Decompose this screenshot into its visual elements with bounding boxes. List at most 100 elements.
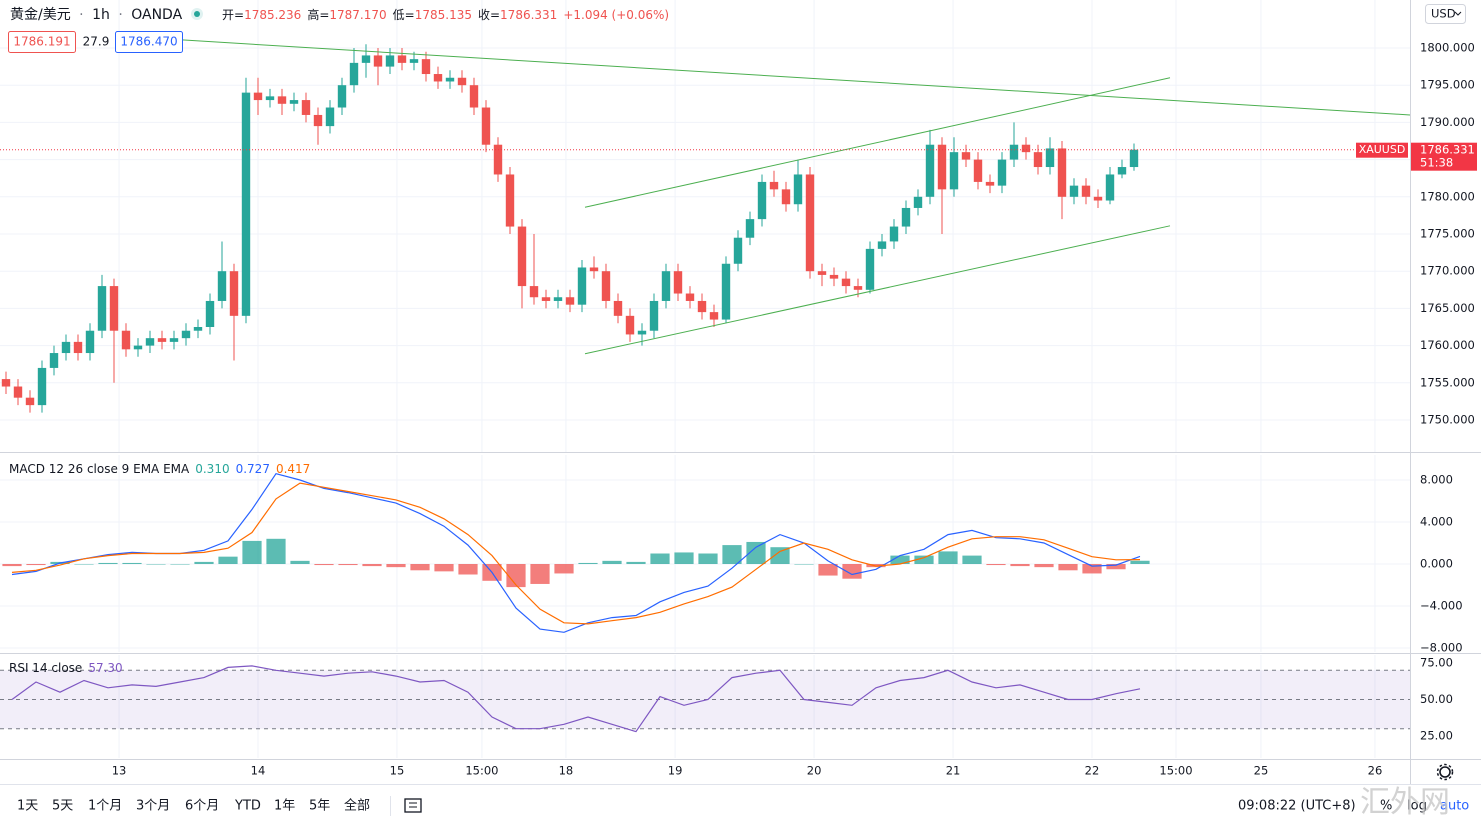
countdown: 51:38 <box>1420 156 1453 170</box>
histogram-bar <box>434 564 454 572</box>
legend-value: 0.727 <box>236 462 270 476</box>
y-tick-label: 25.00 <box>1420 728 1453 742</box>
interval[interactable]: 1h <box>92 7 110 23</box>
x-tick-label: 18 <box>559 764 574 778</box>
candle-body <box>637 330 647 335</box>
clock: 09:08:22 (UTC+8) <box>1238 799 1356 814</box>
histogram-bar <box>2 564 22 567</box>
percent-toggle[interactable]: % <box>1380 799 1392 814</box>
icon <box>404 798 422 813</box>
histogram-bar <box>242 540 262 565</box>
range-button[interactable]: 5年 <box>309 799 330 814</box>
histogram-bar <box>698 553 718 565</box>
histogram-bar <box>722 545 742 565</box>
y-tick-label: 1795.000 <box>1420 78 1475 92</box>
candle-body <box>625 315 635 335</box>
histogram-bar <box>410 564 430 571</box>
candle-body <box>901 207 911 227</box>
ohlc-value: 1786.331 <box>500 8 557 22</box>
symbol-tag-box <box>1356 142 1408 158</box>
histogram-bar <box>26 564 46 566</box>
candle-body <box>313 114 323 127</box>
change: +1.094 (+0.06%) <box>563 8 669 22</box>
range-button[interactable]: 6个月 <box>185 799 219 814</box>
exchange: OANDA <box>131 7 182 23</box>
ohlc-legend: 开=1785.236 高=1787.170 低=1785.135 收=1786.331… <box>222 7 669 22</box>
candle-body <box>97 286 107 331</box>
candle-body <box>769 181 779 190</box>
candle-body <box>301 100 311 115</box>
currency-select[interactable] <box>1425 4 1466 24</box>
x-tick-label: 26 <box>1368 764 1383 778</box>
symbol[interactable]: 黄金/美元 <box>10 6 71 23</box>
trend-line <box>584 225 1171 355</box>
header: 黄金/美元 · 1h · OANDA <box>10 6 183 23</box>
candle-body <box>325 107 335 127</box>
ask-box[interactable] <box>115 31 183 53</box>
candle-body <box>1129 149 1139 168</box>
candle-body <box>1 379 11 387</box>
histogram-bar <box>1106 564 1126 570</box>
candle-body <box>529 286 539 298</box>
x-tick-label: 15:00 <box>465 764 498 778</box>
y-tick-label: 1780.000 <box>1420 189 1475 203</box>
candle-body <box>265 96 275 101</box>
range-button[interactable]: 1个月 <box>88 799 122 814</box>
candle-body <box>589 267 599 272</box>
ohlc-label: 收= <box>478 8 500 22</box>
candle-body <box>469 85 479 108</box>
range-button[interactable]: 5天 <box>52 799 73 814</box>
candle-body <box>961 152 971 160</box>
candle-body <box>253 92 263 101</box>
candle-body <box>493 144 503 175</box>
range-button[interactable]: 1年 <box>274 799 295 814</box>
y-tick-label: −4.000 <box>1420 599 1463 613</box>
candle-body <box>709 312 719 320</box>
log-toggle[interactable]: log <box>1407 799 1427 814</box>
trend-line <box>584 77 1171 208</box>
x-tick-label: 14 <box>251 764 266 778</box>
range-button[interactable]: 1天 <box>17 799 38 814</box>
range-button[interactable]: YTD <box>234 799 261 814</box>
candle-body <box>481 107 491 145</box>
ask: 1786.470 <box>120 35 177 49</box>
histogram-bar <box>1082 564 1102 574</box>
candle-body <box>181 330 191 339</box>
histogram-bar <box>122 562 142 565</box>
candle-body <box>1045 148 1055 168</box>
market-status-dot <box>194 11 200 17</box>
histogram-bar <box>218 556 238 565</box>
candle-body <box>373 55 383 67</box>
range-button[interactable]: 全部 <box>344 798 370 814</box>
histogram-bar <box>506 564 526 588</box>
candle-body <box>73 341 83 354</box>
histogram-bar <box>362 564 382 567</box>
settings-icon[interactable] <box>1436 763 1454 781</box>
candle-body <box>1021 144 1031 153</box>
histogram-bar <box>674 552 694 565</box>
compare-icon[interactable] <box>404 798 422 813</box>
histogram-bar <box>626 561 646 565</box>
icon <box>409 802 417 808</box>
y-tick-label: 1750.000 <box>1420 413 1475 427</box>
histogram-bar <box>794 564 814 565</box>
bid-box[interactable] <box>8 31 76 53</box>
range-button[interactable]: 3个月 <box>136 799 170 814</box>
y-tick-label: 1770.000 <box>1420 264 1475 278</box>
candle-body <box>553 297 563 301</box>
candle-body <box>25 397 35 406</box>
candle-body <box>205 300 215 328</box>
macd-title: MACD 12 26 close 9 EMA EMA <box>9 462 190 476</box>
auto-toggle[interactable]: auto <box>1440 799 1469 814</box>
candle-body <box>13 386 23 398</box>
candle-body <box>61 341 71 354</box>
histogram-bar <box>602 560 622 565</box>
candle-body <box>757 181 767 220</box>
rsi-line <box>11 665 1141 733</box>
candle-body <box>1057 148 1067 197</box>
y-tick-label: 1765.000 <box>1420 301 1475 315</box>
gear-teeth <box>1436 763 1454 781</box>
macd-legend: MACD 12 26 close 9 EMA EMA 0.310 0.727 0.41… <box>9 462 310 476</box>
histogram-bar <box>650 553 670 565</box>
histogram-bar <box>386 564 406 568</box>
